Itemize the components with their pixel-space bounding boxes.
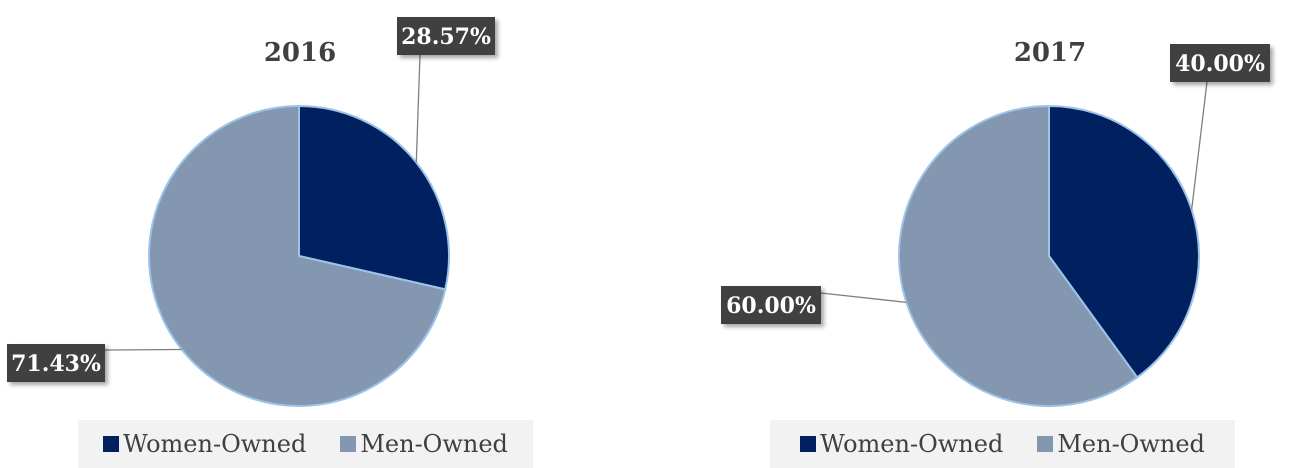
data-label: 40.00% <box>1175 51 1265 77</box>
chart-title: 2016 <box>263 38 337 68</box>
data-label-box <box>397 17 495 55</box>
legend-item-women-owned: Women-Owned <box>103 430 306 458</box>
data-label: 28.57% <box>401 24 491 50</box>
legend-label: Women-Owned <box>820 430 1004 458</box>
legend: Women-Owned Men-Owned <box>78 420 533 468</box>
chart-2017: 2017 40.00% 60.00% Women-Owned Men-Owned <box>690 0 1291 468</box>
leader-line <box>1191 81 1208 210</box>
legend-item-women-owned: Women-Owned <box>800 430 1003 458</box>
pie-slice-men-owned <box>898 104 1139 407</box>
chart-title: 2017 <box>1013 38 1087 68</box>
data-label: 71.43% <box>11 351 101 377</box>
legend-swatch-men-owned <box>1037 436 1054 452</box>
legend-item-men-owned: Men-Owned <box>1037 430 1205 458</box>
legend-label: Men-Owned <box>1057 430 1205 458</box>
pie-slice-women-owned <box>1048 104 1200 379</box>
leader-line <box>415 54 421 163</box>
data-label: 60.00% <box>726 293 816 319</box>
legend-swatch-men-owned <box>340 436 357 452</box>
pie-chart-2017: 40.00% 60.00% <box>721 44 1270 407</box>
pie-chart-2016: 28.57% 71.43% <box>7 17 495 407</box>
legend-label: Men-Owned <box>360 430 508 458</box>
data-label-box <box>7 344 105 382</box>
data-label-box <box>721 286 821 324</box>
chart-2016: 2016 28.57% 71.43% Women-Owned Men-Owned <box>0 0 600 468</box>
legend-label: Women-Owned <box>123 430 307 458</box>
data-label-box <box>1170 44 1270 82</box>
leader-line <box>820 292 907 303</box>
legend-swatch-women-owned <box>800 436 817 452</box>
legend-swatch-women-owned <box>103 436 120 452</box>
legend: Women-Owned Men-Owned <box>770 420 1235 468</box>
legend-item-men-owned: Men-Owned <box>340 430 508 458</box>
pie-slice-women-owned <box>298 104 450 291</box>
